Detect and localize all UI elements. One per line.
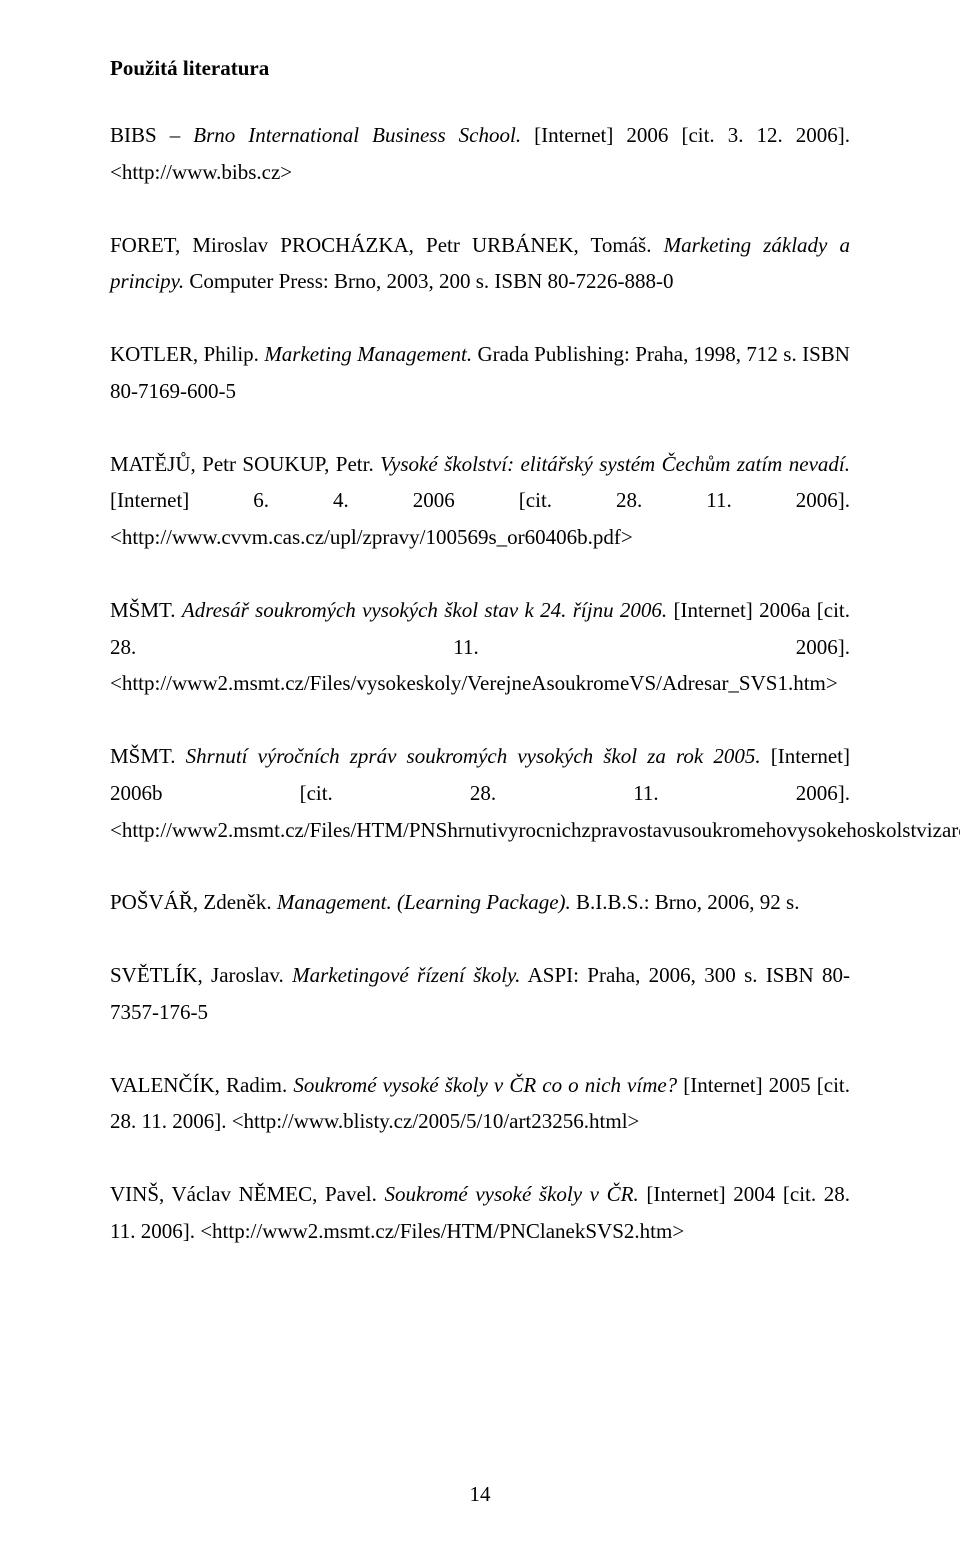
entry-text: MŠMT. <box>110 744 186 768</box>
entry-text: MŠMT. <box>110 598 182 622</box>
entry-text: SVĚTLÍK, Jaroslav. <box>110 963 292 987</box>
bibliography-entry: BIBS – Brno International Business Schoo… <box>110 117 850 191</box>
entry-text: B.I.B.S.: Brno, 2006, 92 s. <box>571 890 800 914</box>
page-number: 14 <box>0 1482 960 1507</box>
entry-title: Soukromé vysoké školy v ČR. <box>385 1182 639 1206</box>
entry-text: KOTLER, Philip. <box>110 342 264 366</box>
entry-title: Adresář soukromých vysokých škol stav k … <box>182 598 667 622</box>
entry-text: BIBS – <box>110 123 193 147</box>
entry-text: POŠVÁŘ, Zdeněk. <box>110 890 277 914</box>
entry-text: VINŠ, Václav NĚMEC, Pavel. <box>110 1182 385 1206</box>
entry-title: Shrnutí výročních zpráv soukromých vysok… <box>186 744 761 768</box>
entry-text: [Internet] 6. 4. 2006 [cit. 28. 11. 2006… <box>110 488 850 549</box>
entry-title: Soukromé vysoké školy v ČR co o nich vím… <box>293 1073 677 1097</box>
entry-title: Brno International Business School. <box>193 123 521 147</box>
entry-text: VALENČÍK, Radim. <box>110 1073 293 1097</box>
bibliography-entry: MŠMT. Shrnutí výročních zpráv soukromých… <box>110 738 850 848</box>
bibliography-entry: SVĚTLÍK, Jaroslav. Marketingové řízení š… <box>110 957 850 1031</box>
entry-text: FORET, Miroslav PROCHÁZKA, Petr URBÁNEK,… <box>110 233 664 257</box>
bibliography-heading: Použitá literatura <box>110 56 850 81</box>
entry-title: Vysoké školství: elitářský systém Čechům… <box>380 452 850 476</box>
entry-title: Marketing Management. <box>264 342 472 366</box>
entry-title: Management. (Learning Package). <box>277 890 571 914</box>
entry-title: Marketingové řízení školy. <box>292 963 520 987</box>
bibliography-entry: VINŠ, Václav NĚMEC, Pavel. Soukromé vyso… <box>110 1176 850 1250</box>
bibliography-entry: FORET, Miroslav PROCHÁZKA, Petr URBÁNEK,… <box>110 227 850 301</box>
bibliography-entry: MŠMT. Adresář soukromých vysokých škol s… <box>110 592 850 702</box>
page: Použitá literatura BIBS – Brno Internati… <box>0 0 960 1543</box>
entry-text: Computer Press: Brno, 2003, 200 s. ISBN … <box>184 269 673 293</box>
bibliography-entry: VALENČÍK, Radim. Soukromé vysoké školy v… <box>110 1067 850 1141</box>
bibliography-entry: POŠVÁŘ, Zdeněk. Management. (Learning Pa… <box>110 884 850 921</box>
bibliography-entries: BIBS – Brno International Business Schoo… <box>110 117 850 1250</box>
bibliography-entry: KOTLER, Philip. Marketing Management. Gr… <box>110 336 850 410</box>
entry-text: MATĚJŮ, Petr SOUKUP, Petr. <box>110 452 380 476</box>
bibliography-entry: MATĚJŮ, Petr SOUKUP, Petr. Vysoké školst… <box>110 446 850 556</box>
